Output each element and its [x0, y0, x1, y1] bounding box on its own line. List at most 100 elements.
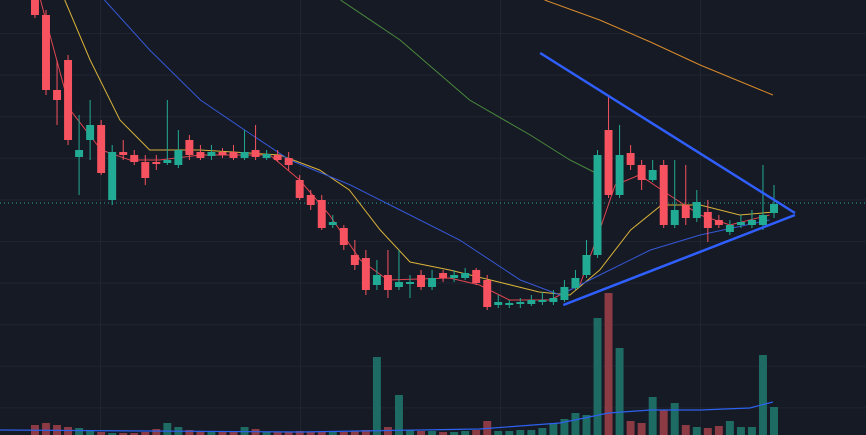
candle-body [152, 162, 161, 164]
volume-ma-line [0, 401, 774, 433]
candle-body [736, 222, 745, 225]
volume-bar [472, 430, 481, 435]
volume-bar [736, 427, 745, 435]
candle-body [130, 155, 139, 162]
candle-body [615, 155, 624, 195]
candle-body [251, 150, 260, 157]
candle-body [516, 302, 525, 304]
volume-bar [229, 432, 238, 435]
volume-bar [439, 432, 448, 435]
candle-body [604, 130, 613, 195]
candle-body [97, 125, 106, 173]
volume-bar [339, 432, 348, 435]
candle-body [295, 180, 304, 198]
candle-body [450, 275, 459, 278]
volume-bar [207, 432, 216, 435]
candle-body [119, 152, 128, 155]
candle-body [747, 220, 756, 225]
moving-average-line [544, 0, 774, 96]
volume-bar [284, 432, 293, 435]
candle-body [417, 275, 426, 287]
moving-average-line [104, 0, 770, 296]
candle-body [75, 150, 84, 157]
volume-bar [582, 415, 591, 435]
volume-bar [692, 427, 701, 435]
candle-body [262, 154, 271, 158]
candle-body [229, 152, 238, 158]
volume-bar [196, 431, 205, 435]
volume-bar [538, 428, 547, 435]
volume-bar [527, 430, 536, 435]
volume-bar [328, 432, 337, 435]
volume-bar [571, 413, 580, 435]
candle-body [42, 15, 50, 90]
candle-body [328, 222, 337, 225]
volume-bar [163, 423, 172, 435]
volume-bar [295, 431, 304, 435]
candle-body [571, 278, 580, 288]
volume-bar [494, 431, 503, 435]
volume-bar [152, 429, 161, 435]
volume-bar [593, 318, 602, 435]
volume-bar [108, 433, 117, 435]
volume-bar [648, 397, 657, 435]
volume-bar [549, 423, 558, 435]
volume-bar [560, 419, 569, 435]
candle-body [538, 300, 547, 302]
volume-bar [417, 431, 426, 435]
candle-body [461, 273, 470, 278]
candle-body [637, 165, 646, 180]
volume-bar [659, 410, 668, 435]
candle-body [218, 152, 227, 155]
candle-body [406, 282, 414, 284]
candle-body [593, 155, 602, 255]
volume-bar [626, 421, 635, 435]
volume-bar [505, 431, 514, 435]
candle-body [350, 255, 359, 265]
candle-body [108, 152, 117, 200]
candle-body [659, 165, 668, 225]
volume-bar [714, 426, 723, 435]
candle-body [714, 220, 723, 225]
candle-body [670, 210, 679, 225]
volume-bar [97, 432, 106, 435]
volume-bar [770, 407, 778, 435]
candle-body [383, 275, 392, 290]
volume-bar [395, 395, 403, 435]
candle-body [30, 0, 39, 15]
volume-bar [185, 430, 194, 435]
moving-average-line [64, 0, 775, 296]
candle-body [494, 302, 503, 305]
volume-bar [637, 423, 646, 435]
volume-bar [119, 433, 128, 435]
candle-body [240, 152, 249, 158]
candle-body [207, 152, 216, 156]
candle-body [317, 200, 326, 228]
candle-body [692, 202, 701, 218]
candle-body [472, 270, 481, 283]
candle-body [648, 170, 657, 180]
volume-bar [759, 355, 767, 435]
candle-body [141, 162, 150, 178]
volume-bar [615, 348, 624, 435]
candle-body [361, 258, 370, 290]
volume-bar [141, 432, 150, 435]
volume-bar [240, 427, 249, 435]
volume-bar [350, 431, 359, 435]
volume-bar [703, 428, 712, 435]
volume-bar [725, 421, 734, 435]
candle-body [582, 255, 591, 275]
candle-body [483, 280, 492, 307]
candle-body [306, 195, 315, 205]
trend-line [562, 213, 796, 307]
candle-body [163, 160, 172, 163]
candle-body [372, 275, 381, 285]
candle-body [86, 125, 95, 140]
candle-body [759, 215, 767, 225]
candle-body [428, 278, 437, 287]
moving-average-line [39, 0, 770, 301]
volume-bar [42, 423, 50, 435]
candle-body [681, 205, 690, 218]
